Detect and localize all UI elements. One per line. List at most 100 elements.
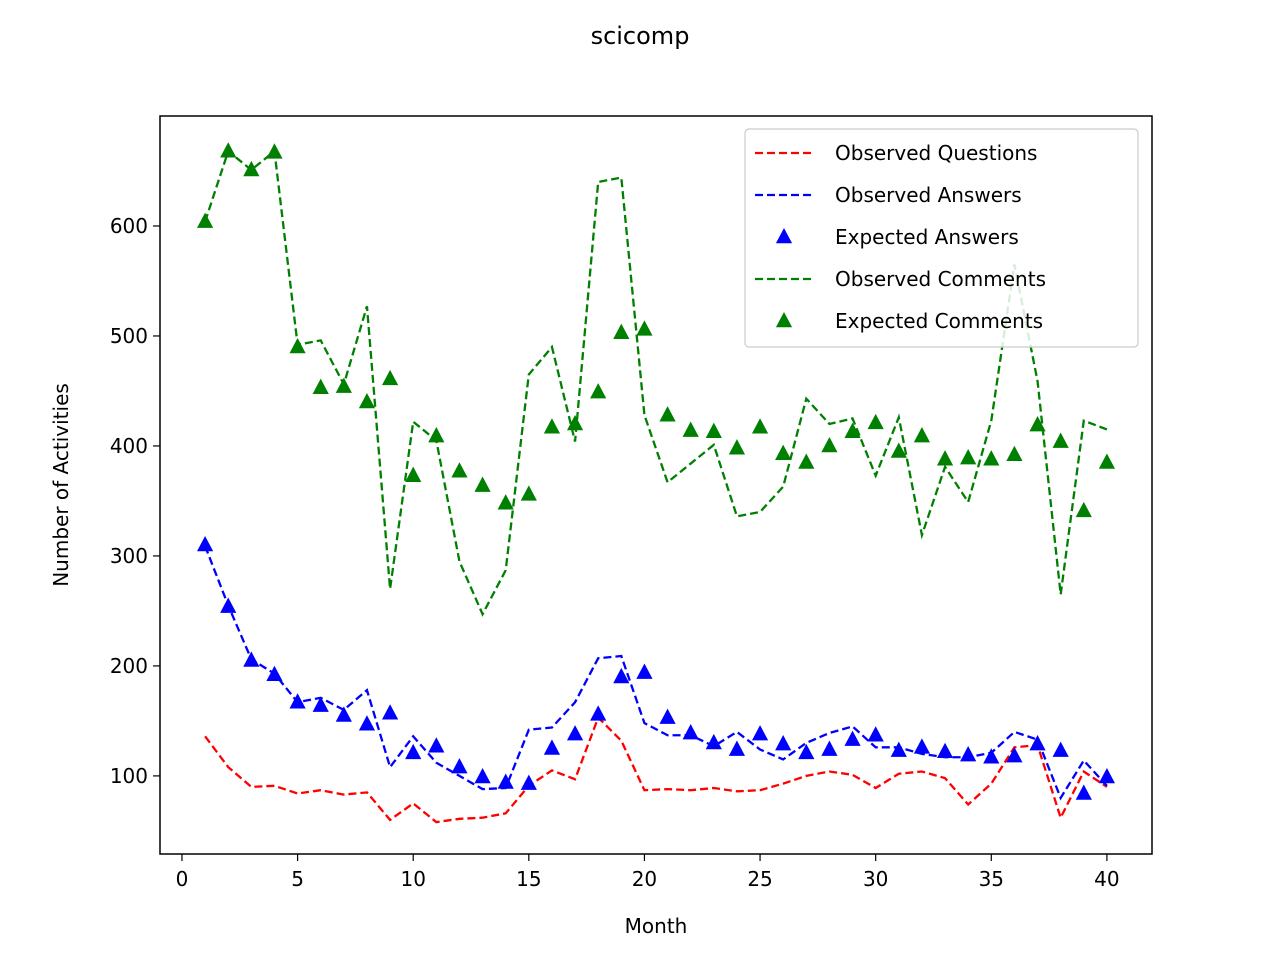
data-point-expected-answers — [358, 715, 376, 731]
data-point-expected-comments — [312, 378, 329, 394]
data-point-expected-answers — [821, 740, 838, 756]
data-point-expected-comments — [520, 485, 537, 501]
data-point-expected-answers — [936, 742, 954, 759]
data-point-expected-comments — [867, 413, 884, 430]
data-point-expected-answers — [520, 774, 537, 790]
data-point-expected-comments — [705, 422, 722, 438]
data-point-expected-comments — [220, 142, 237, 158]
legend-box — [744, 128, 1139, 348]
x-tick-label: 30 — [863, 867, 888, 891]
data-point-expected-answers — [983, 748, 1000, 764]
data-point-expected-answers — [659, 708, 676, 724]
data-point-expected-comments — [821, 436, 838, 453]
data-point-expected-comments — [266, 143, 283, 159]
data-point-expected-answers — [913, 738, 931, 754]
data-point-expected-answers — [775, 735, 792, 751]
data-point-expected-comments — [543, 418, 561, 434]
y-tick-label: 600 — [110, 214, 148, 238]
data-point-expected-answers — [867, 726, 884, 742]
y-axis-label: Number of Activities — [49, 383, 73, 587]
legend-marker-swatch — [775, 312, 793, 328]
data-point-expected-answers — [728, 740, 746, 756]
data-point-expected-comments — [451, 462, 468, 478]
x-tick-label: 25 — [747, 867, 772, 891]
data-point-expected-answers — [590, 705, 607, 721]
data-point-expected-comments — [1098, 453, 1116, 469]
data-point-expected-comments — [913, 427, 931, 443]
data-point-expected-answers — [1006, 747, 1023, 763]
data-point-expected-answers — [960, 746, 977, 762]
data-point-expected-answers — [405, 743, 422, 760]
y-tick-label: 500 — [110, 324, 148, 348]
data-point-expected-comments — [1075, 501, 1092, 518]
plot-area: 0 5 10 15 20 25 30 35 40 100 200 300 400 500 600 — [110, 115, 1153, 891]
data-point-expected-answers — [682, 724, 699, 740]
data-point-expected-comments — [1006, 445, 1023, 462]
data-point-expected-comments — [243, 160, 260, 177]
data-point-expected-comments — [636, 320, 653, 336]
data-point-expected-comments — [613, 323, 630, 339]
data-point-expected-answers — [243, 651, 260, 667]
data-point-expected-comments — [497, 494, 514, 510]
data-point-expected-answers — [289, 693, 306, 709]
x-tick-label: 0 — [176, 867, 189, 891]
x-tick-label: 5 — [291, 867, 304, 891]
data-point-expected-comments — [890, 442, 907, 458]
data-point-expected-comments — [590, 383, 607, 399]
x-tick-label: 15 — [516, 867, 541, 891]
data-point-expected-answers — [890, 741, 907, 757]
data-point-expected-comments — [659, 406, 676, 422]
x-axis-label: Month — [625, 914, 688, 938]
data-point-expected-answers — [844, 730, 861, 746]
data-point-expected-comments — [474, 476, 491, 492]
data-point-expected-comments — [381, 369, 399, 386]
y-tick-label: 100 — [110, 764, 148, 788]
series-line-observed-answers — [204, 545, 1108, 801]
data-point-expected-answers — [1029, 735, 1046, 751]
data-point-expected-comments — [751, 418, 769, 434]
data-point-expected-comments — [728, 439, 746, 455]
data-point-expected-answers — [1075, 784, 1092, 800]
data-point-expected-answers — [636, 663, 653, 679]
data-point-expected-comments — [289, 337, 306, 354]
x-tick-label: 20 — [632, 867, 657, 891]
data-point-expected-answers — [474, 768, 491, 784]
x-tick-label: 35 — [979, 867, 1004, 891]
series-line-observed-comments — [203, 148, 1108, 617]
data-point-expected-answers — [220, 597, 237, 613]
y-tick-label: 300 — [110, 544, 148, 568]
data-point-expected-answers — [196, 535, 214, 552]
data-point-expected-comments — [405, 466, 422, 482]
x-tick-label: 10 — [400, 867, 425, 891]
data-point-expected-answers — [1052, 741, 1069, 757]
data-point-expected-comments — [1052, 432, 1069, 448]
data-point-expected-comments — [798, 453, 815, 469]
data-point-expected-answers — [428, 737, 445, 753]
data-point-expected-comments — [428, 427, 445, 443]
data-point-expected-answers — [381, 704, 399, 720]
legend-label: Observed Answers — [835, 183, 1022, 207]
data-point-expected-comments — [196, 212, 214, 228]
legend-label: Expected Comments — [835, 309, 1043, 333]
data-point-expected-answers — [266, 665, 283, 682]
data-point-expected-answers — [705, 733, 722, 750]
data-point-expected-comments — [566, 414, 584, 431]
data-point-expected-comments — [983, 450, 1000, 466]
data-point-expected-comments — [936, 450, 954, 466]
data-point-expected-answers — [613, 667, 630, 684]
chart-title: scicomp — [591, 22, 690, 50]
data-point-expected-answers — [543, 739, 561, 755]
data-point-expected-answers — [566, 725, 584, 741]
data-point-expected-comments — [960, 449, 977, 465]
data-point-expected-comments — [358, 392, 376, 409]
y-tick-label: 200 — [110, 654, 148, 678]
data-point-expected-answers — [451, 758, 468, 774]
data-point-expected-answers — [1098, 768, 1116, 784]
legend-label: Observed Questions — [835, 141, 1037, 165]
data-point-expected-answers — [798, 743, 815, 760]
data-point-expected-answers — [751, 725, 769, 741]
data-point-expected-answers — [497, 773, 514, 789]
data-point-expected-comments — [844, 422, 861, 438]
data-point-expected-answers — [312, 696, 329, 712]
